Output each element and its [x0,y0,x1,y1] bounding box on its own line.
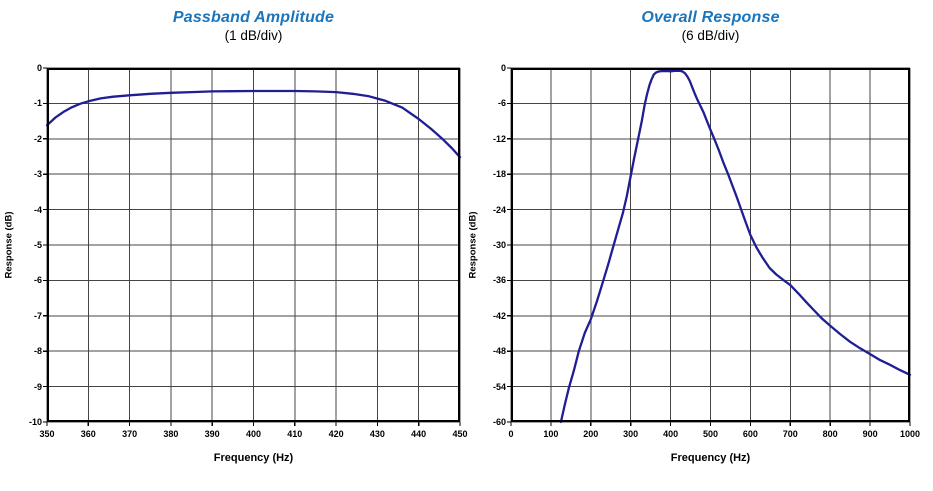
y-tick-label: -10 [28,417,42,427]
y-tick-label: -30 [492,240,506,250]
passband-chart-title: Passband Amplitude [172,9,335,26]
passband-chart-header: Passband Amplitude (1 dB/div) [47,0,460,44]
y-tick-label: -12 [492,133,506,144]
passband-amplitude-chart: Passband Amplitude (1 dB/div) Response (… [0,0,468,491]
x-tick-label: 700 [782,429,798,439]
y-tick-label: -18 [492,169,506,180]
overall-response-chart: Overall Response (6 dB/div) Response (dB… [467,0,933,491]
y-tick-label: -5 [33,240,42,250]
y-tick-label: -48 [492,346,506,357]
y-tick-label: -9 [33,381,42,392]
x-tick-label: 0 [508,429,514,439]
overall-x-axis-label: Frequency (Hz) [670,452,751,464]
overall-plot-svg [507,67,912,426]
x-tick-label: 500 [702,429,719,439]
passband-plot-area: Response (dB) 350 360 370 380 390 400 410 420 43… [4,63,468,439]
y-tick-label: -6 [497,98,506,109]
x-tick-label: 420 [328,429,344,439]
plot-frame [511,68,910,422]
x-tick-label: 390 [204,429,220,439]
y-tick-label: -60 [492,417,506,427]
y-tick-label: 0 [500,63,506,73]
x-tick-label: 400 [245,429,262,439]
y-tick-label: -54 [492,381,506,392]
y-tick-label: -36 [492,275,506,286]
overall-plot-area: Response (dB) 0 100 200 300 400 500 600 700 800 9… [468,63,921,439]
passband-x-axis-label: Frequency (Hz) [213,452,294,464]
y-tick-label: -2 [33,133,42,144]
y-tick-label: -24 [492,204,506,215]
overall-chart-subtitle: (6 dB/div) [681,28,740,43]
passband-plot-svg [43,67,462,426]
x-tick-label: 350 [39,429,55,439]
y-tick-label: -3 [33,169,42,180]
x-tick-label: 800 [822,429,838,439]
x-tick-label: 300 [623,429,639,439]
response-curve [45,89,462,159]
plot-frame [47,68,460,422]
y-tick-label: -42 [492,310,506,321]
overall-chart-title: Overall Response [641,9,780,26]
x-tick-label: 100 [543,429,559,439]
x-tick-label: 200 [583,429,599,439]
x-tick-label: 440 [411,429,427,439]
y-tick-label: -7 [33,310,42,321]
y-tick-label: -8 [33,346,42,357]
x-tick-label: 600 [742,429,758,439]
x-tick-label: 380 [163,429,179,439]
x-tick-label: 360 [80,429,96,439]
y-tick-label: -1 [33,98,42,109]
passband-y-axis-label: Response (dB) [3,211,15,279]
y-tick-label: -4 [33,204,42,215]
x-tick-label: 410 [287,429,303,439]
overall-y-axis-label: Response (dB) [467,211,479,279]
x-tick-label: 450 [452,429,468,439]
passband-chart-subtitle: (1 dB/div) [224,28,283,43]
x-tick-label: 430 [369,429,385,439]
y-tick-label: -6 [33,275,42,286]
x-tick-label: 370 [122,429,138,439]
x-tick-label: 400 [663,429,679,439]
overall-chart-header: Overall Response (6 dB/div) [511,0,910,44]
response-curve [559,69,912,424]
y-tick-label: 0 [36,63,42,73]
x-tick-label: 1000 [899,429,921,439]
x-tick-label: 900 [862,429,878,439]
